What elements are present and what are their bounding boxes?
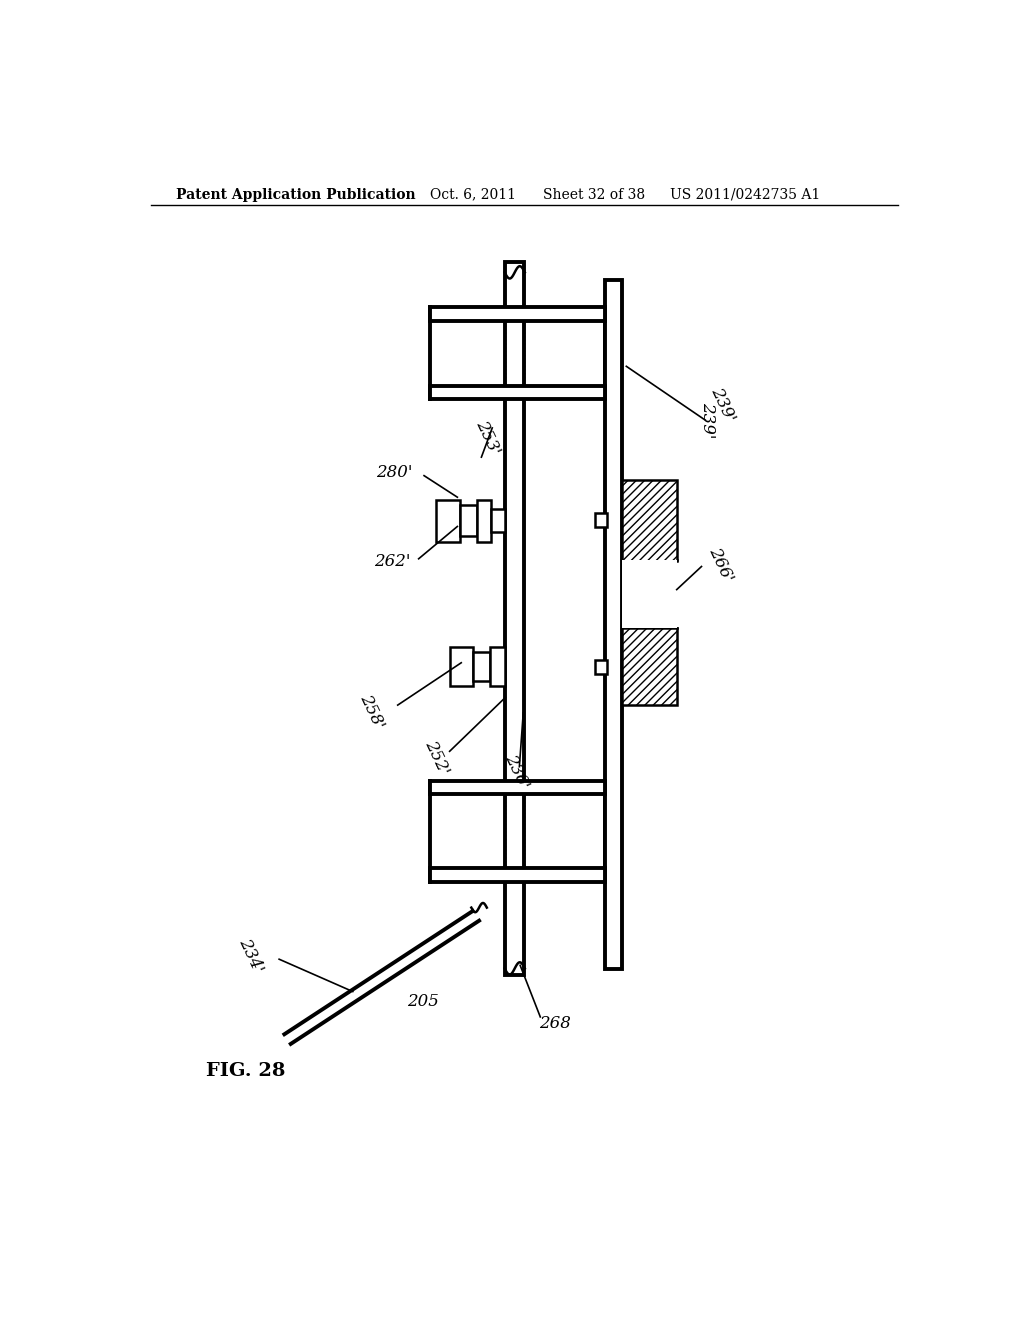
Text: 268: 268: [539, 1015, 570, 1032]
Text: 205: 205: [407, 993, 439, 1010]
Bar: [430, 385, 604, 400]
Bar: [623, 480, 677, 561]
Bar: [430, 308, 604, 321]
Bar: [623, 628, 677, 705]
Bar: [477, 499, 490, 543]
Bar: [436, 499, 460, 543]
Text: 266': 266': [706, 545, 736, 585]
Text: Oct. 6, 2011: Oct. 6, 2011: [430, 187, 516, 202]
Bar: [430, 780, 604, 795]
Text: 236': 236': [502, 751, 532, 792]
Bar: [506, 263, 524, 974]
Text: FIG. 28: FIG. 28: [206, 1061, 285, 1080]
Text: Sheet 32 of 38: Sheet 32 of 38: [543, 187, 645, 202]
Text: 239': 239': [708, 384, 738, 425]
Text: Patent Application Publication: Patent Application Publication: [176, 187, 416, 202]
Bar: [450, 647, 473, 686]
Bar: [623, 561, 677, 628]
Bar: [430, 869, 604, 882]
Text: 234': 234': [234, 935, 266, 975]
Bar: [473, 652, 489, 681]
Bar: [489, 647, 506, 686]
Text: 258': 258': [356, 692, 387, 731]
Bar: [595, 513, 607, 527]
Bar: [460, 506, 477, 536]
Bar: [490, 508, 506, 532]
Text: 252': 252': [421, 738, 452, 777]
Text: US 2011/0242735 A1: US 2011/0242735 A1: [671, 187, 821, 202]
Text: 253': 253': [473, 417, 504, 457]
Bar: [604, 280, 623, 969]
Text: 280': 280': [376, 465, 413, 480]
Text: 239': 239': [699, 403, 716, 438]
Bar: [595, 660, 607, 673]
Text: 262': 262': [375, 553, 411, 570]
